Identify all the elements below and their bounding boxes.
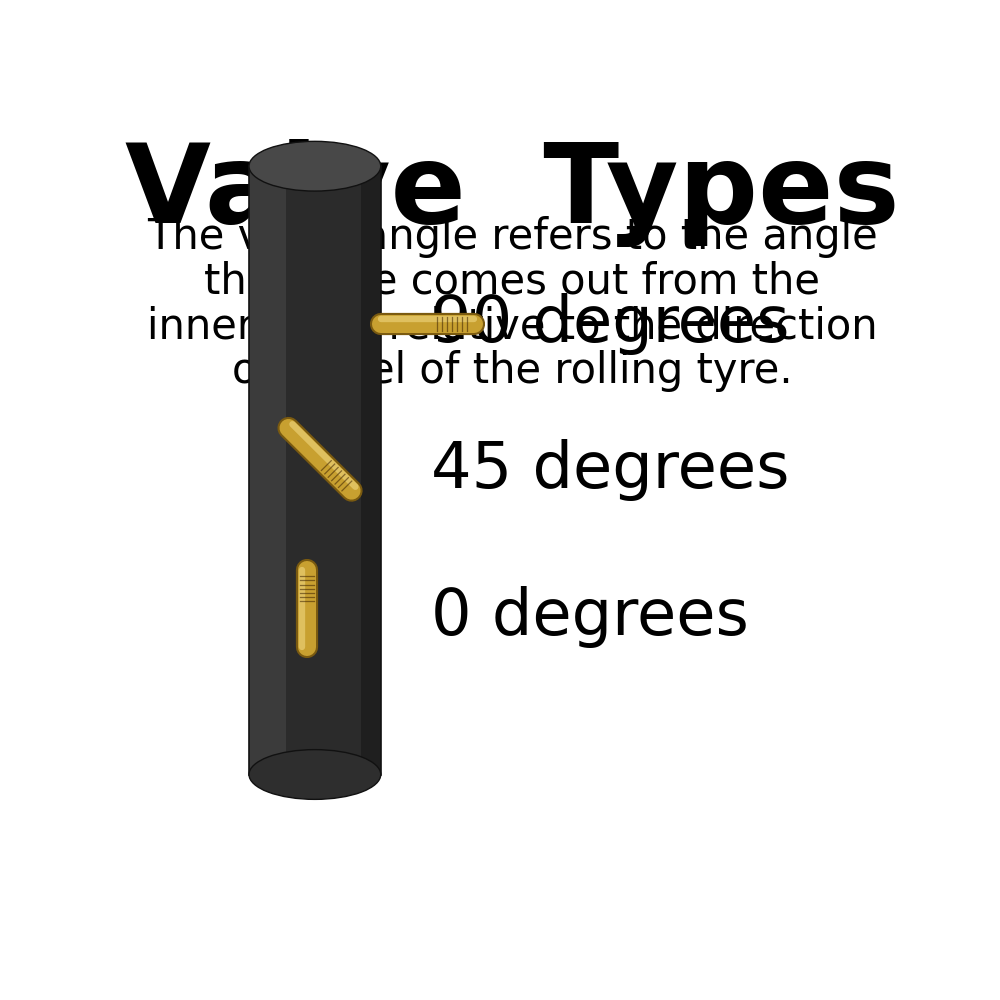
Bar [249, 166, 381, 774]
Bar [361, 166, 381, 774]
Bar [249, 166, 286, 774]
Text: 45 degrees: 45 degrees [431, 439, 790, 501]
Ellipse shape [249, 141, 381, 191]
Text: Valve  Types: Valve Types [125, 139, 900, 247]
Text: 0 degrees: 0 degrees [431, 586, 749, 648]
Text: 90 degrees: 90 degrees [431, 293, 790, 355]
Text: of travel of the rolling tyre.: of travel of the rolling tyre. [232, 350, 793, 392]
Text: the valve comes out from the: the valve comes out from the [205, 261, 820, 303]
Text: The valve angle refers to the angle: The valve angle refers to the angle [147, 216, 878, 258]
Ellipse shape [249, 750, 381, 799]
Text: inner tube, relative to the direction: inner tube, relative to the direction [147, 306, 878, 348]
